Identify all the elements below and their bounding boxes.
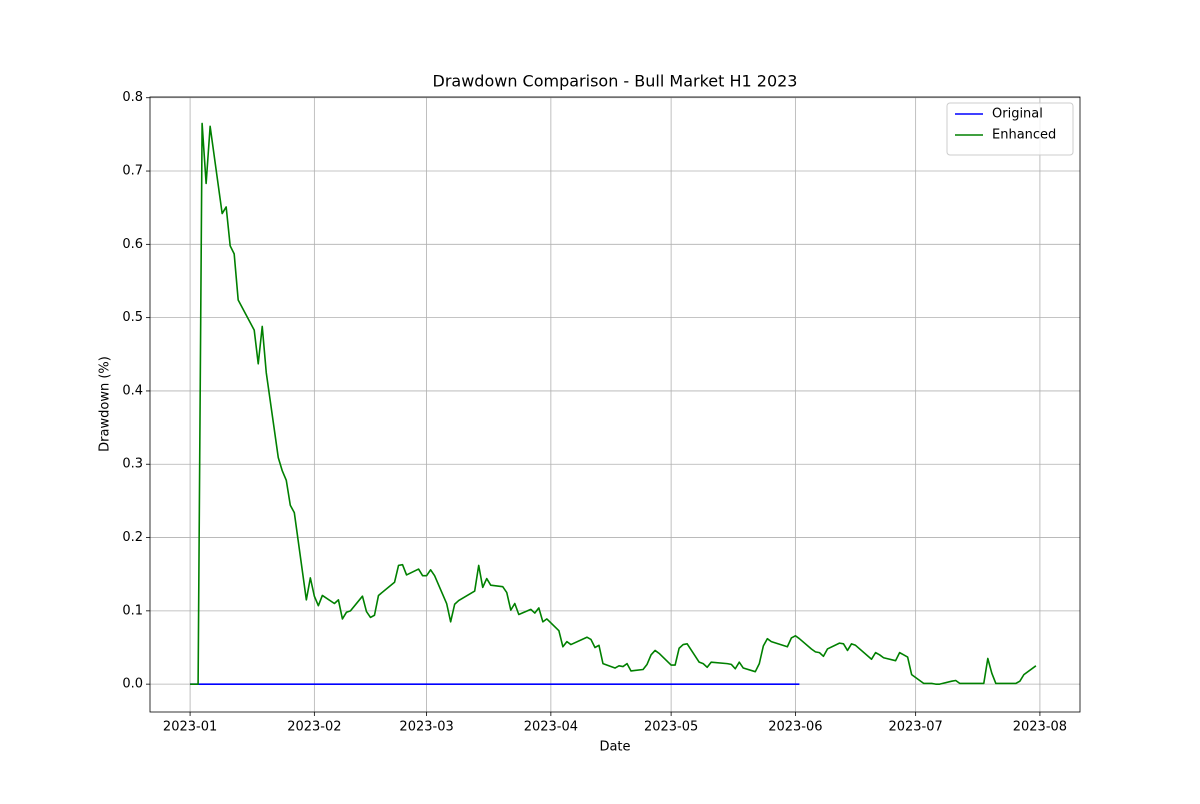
y-tick-label: 0.4 bbox=[122, 383, 143, 398]
y-tick-label: 0.5 bbox=[122, 310, 143, 325]
legend-label: Original bbox=[992, 107, 1043, 122]
x-tick-label: 2023-06 bbox=[768, 720, 822, 735]
x-tick-label: 2023-05 bbox=[644, 720, 698, 735]
legend: Original Enhanced bbox=[946, 102, 1074, 156]
chart-title: Drawdown Comparison - Bull Market H1 202… bbox=[433, 72, 798, 91]
y-tick-label: 0.6 bbox=[122, 237, 143, 252]
legend-box bbox=[946, 102, 1074, 156]
x-axis-label: Date bbox=[599, 740, 630, 755]
x-tick-label: 2023-02 bbox=[287, 720, 341, 735]
y-tick-label: 0.3 bbox=[122, 457, 143, 472]
x-tick-label: 2023-08 bbox=[1013, 720, 1067, 735]
x-tick-label: 2023-07 bbox=[888, 720, 942, 735]
x-tick-label: 2023-03 bbox=[399, 720, 453, 735]
y-tick-label: 0.1 bbox=[122, 603, 143, 618]
legend-label: Enhanced bbox=[992, 128, 1056, 143]
plot-frame bbox=[149, 96, 1081, 713]
y-axis-label: Drawdown (%) bbox=[98, 356, 113, 452]
x-tick-label: 2023-04 bbox=[524, 720, 578, 735]
y-tick-label: 0.7 bbox=[122, 164, 143, 179]
y-tick-label: 0.0 bbox=[122, 677, 143, 692]
x-tick-label: 2023-01 bbox=[163, 720, 217, 735]
y-tick-label: 0.8 bbox=[122, 90, 143, 105]
y-tick-label: 0.2 bbox=[122, 530, 143, 545]
series-line bbox=[190, 122, 1037, 685]
